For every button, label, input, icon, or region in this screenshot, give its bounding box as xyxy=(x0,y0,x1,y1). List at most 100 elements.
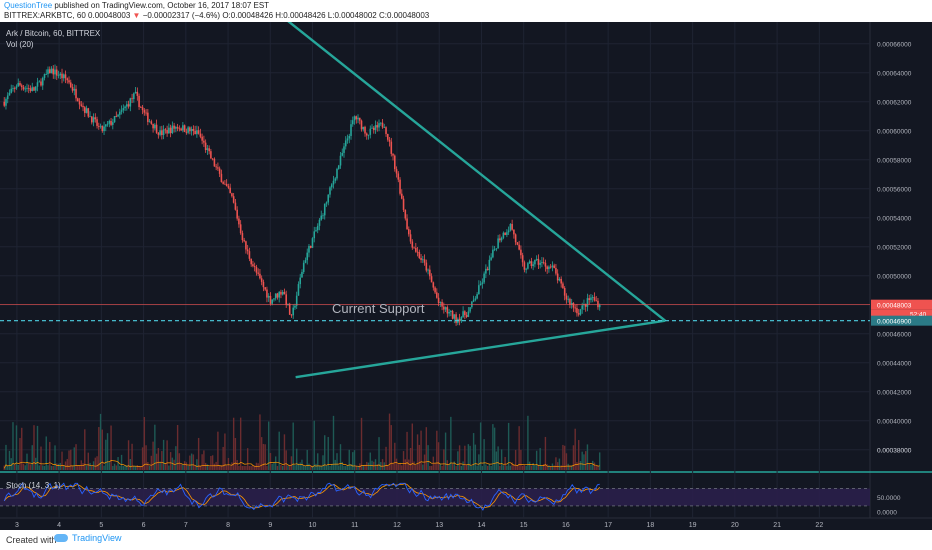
footer: Created with TradingView xyxy=(0,530,932,550)
candle-body xyxy=(436,292,438,298)
volume-bar xyxy=(260,437,263,470)
volume-bar xyxy=(521,465,524,470)
candle-body xyxy=(446,307,449,314)
volume-bar xyxy=(511,462,513,470)
candle-body xyxy=(560,278,562,284)
candle-body xyxy=(486,268,489,271)
last-price-tag-label: 0.00048003 xyxy=(877,303,912,310)
volume-bar xyxy=(500,449,503,470)
symbol-label: BITTREX:ARKBTC, 60 xyxy=(4,11,86,20)
candle-body xyxy=(288,303,291,315)
publish-line: QuestionTree published on TradingView.co… xyxy=(4,1,269,11)
volume-bar xyxy=(287,465,289,470)
candle-body xyxy=(24,88,27,90)
candle-body xyxy=(348,135,351,139)
volume-bar xyxy=(507,422,510,470)
volume-bar xyxy=(140,465,142,470)
candle-body xyxy=(598,304,601,308)
candle-body xyxy=(62,74,65,79)
price-axis[interactable]: 0.00066000 0.00064000 0.00062000 0.00060000… xyxy=(871,42,932,517)
candle-body xyxy=(168,127,170,134)
time-axis[interactable]: 3 4 5 6 7 8 9 10 11 12 13 14 15 16 17 18 19 20 21 22 xyxy=(15,522,823,529)
candle-body xyxy=(164,129,167,131)
volume-bar xyxy=(231,462,233,470)
volume-bar xyxy=(283,434,286,470)
volume-bar xyxy=(497,446,499,470)
candle-body xyxy=(71,87,74,91)
candle-body xyxy=(481,282,484,284)
author-link[interactable]: QuestionTree xyxy=(4,1,53,10)
countdown-label: 52:40 xyxy=(910,312,927,319)
axis-background xyxy=(870,22,932,530)
candle-body xyxy=(555,267,557,274)
candle-body xyxy=(105,124,107,127)
candle-body xyxy=(73,88,76,91)
volume-bar xyxy=(264,444,266,470)
candle-body xyxy=(460,317,463,322)
volume-bar xyxy=(266,465,268,470)
volume-bar xyxy=(492,424,494,470)
candle-body xyxy=(479,283,482,286)
volume-bar xyxy=(66,458,68,470)
candle-body xyxy=(595,300,598,302)
volume-bar xyxy=(271,463,273,470)
candle-body xyxy=(528,261,531,264)
candle-body xyxy=(315,230,317,232)
candle-body xyxy=(140,107,142,108)
chart-svg[interactable]: 0.00066000 0.00064000 0.00062000 0.00060000… xyxy=(0,0,932,530)
candle-body xyxy=(183,125,186,132)
volume-bar xyxy=(420,430,422,470)
candle-body xyxy=(138,95,140,108)
candle-body xyxy=(40,81,42,86)
chart-area[interactable]: 0.00066000 0.00064000 0.00062000 0.00060000… xyxy=(0,0,932,530)
candle-body xyxy=(127,104,130,107)
volume-bar xyxy=(597,465,599,470)
candle-body xyxy=(112,122,114,125)
volume-bar xyxy=(546,464,548,470)
candle-body xyxy=(294,305,296,308)
volume-bar xyxy=(110,425,112,470)
volume-bar xyxy=(49,441,51,470)
volume-bar xyxy=(451,463,454,470)
candle-body xyxy=(145,112,147,114)
candle-body xyxy=(541,262,543,263)
volume-bar xyxy=(147,462,149,470)
volume-bar xyxy=(211,455,214,470)
created-with-text: Created with xyxy=(6,535,57,545)
tradingview-link[interactable]: TradingView xyxy=(54,533,122,543)
volume-bar xyxy=(392,462,394,470)
volume-bar xyxy=(113,463,116,470)
volume-bar xyxy=(493,427,496,470)
volume-bar xyxy=(535,450,538,470)
volume-bar xyxy=(495,451,498,470)
price-tick-label: 0.00054000 xyxy=(877,216,912,223)
candle-body xyxy=(576,308,578,314)
volume-bar xyxy=(583,454,585,470)
volume-bar xyxy=(94,457,96,470)
candle-body xyxy=(59,73,62,76)
volume-bar xyxy=(388,413,391,470)
candle-body xyxy=(379,122,382,124)
volume-bar xyxy=(115,465,118,470)
volume-bar xyxy=(297,463,300,470)
volume-bar xyxy=(194,465,196,470)
volume-bar xyxy=(325,465,328,470)
date-tick-label: 8 xyxy=(226,522,230,529)
candle-body xyxy=(308,245,310,253)
candle-body xyxy=(41,77,44,86)
candle-body xyxy=(337,165,340,169)
volume-bar xyxy=(567,463,569,470)
high-value: H:0.00048426 xyxy=(275,11,326,20)
volume-bar xyxy=(22,463,25,470)
volume-bar xyxy=(471,465,473,470)
candle-body xyxy=(182,125,184,131)
candle-body xyxy=(346,138,349,141)
candle-body xyxy=(327,194,330,203)
candle-body xyxy=(217,167,219,169)
volume-bar xyxy=(404,459,407,470)
candle-body xyxy=(69,82,72,88)
volume-bar xyxy=(220,465,223,470)
volume-bar xyxy=(352,452,354,470)
volume-bar xyxy=(68,450,70,470)
candle-body xyxy=(406,218,408,230)
